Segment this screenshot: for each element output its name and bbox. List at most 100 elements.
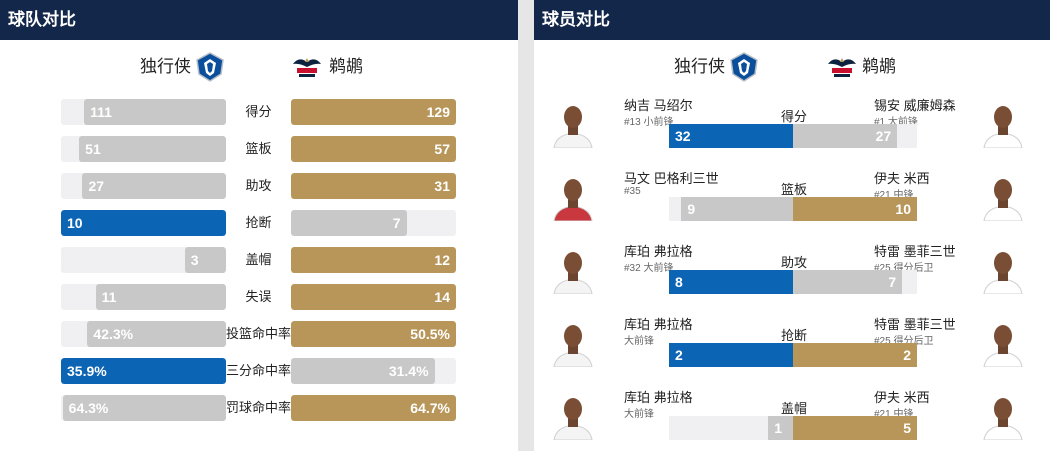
left-stat-fill: 10: [61, 210, 226, 236]
right-team-name: 鹈鹕: [329, 57, 363, 76]
right-player-stat-value: 7: [888, 274, 897, 290]
right-stat-bar: 14: [291, 284, 456, 310]
left-player-stat-value: 2: [675, 347, 683, 363]
stat-label: 抢断: [780, 328, 807, 343]
right-player-avatar: [983, 325, 1023, 367]
left-stat-fill: 27: [82, 173, 226, 199]
stat-label: 助攻: [245, 178, 272, 193]
stat-label: 三分命中率: [226, 363, 292, 378]
left-player-stat-value: 1: [774, 420, 782, 436]
left-stat-value: 3: [190, 252, 199, 268]
right-stat-bar: 50.5%: [291, 321, 456, 347]
left-player-position: 大前锋: [624, 409, 654, 420]
left-player-stat-fill: 8: [669, 270, 793, 294]
left-player-name: 库珀 弗拉格: [624, 317, 693, 332]
left-stat-fill: 64.3%: [62, 395, 226, 421]
left-stat-bar: 111: [61, 99, 226, 125]
right-stat-value: 14: [434, 289, 450, 305]
stat-row: 27 31 助攻: [0, 173, 518, 199]
stat-row: 64.3% 64.7% 罚球命中率: [0, 395, 518, 421]
left-player-stat-value: 8: [675, 274, 683, 290]
left-stat-bar: 35.9%: [61, 358, 226, 384]
left-stat-fill: 3: [184, 247, 226, 273]
right-player-stat-value: 5: [903, 420, 911, 436]
left-stat-bar: 42.3%: [61, 321, 226, 347]
right-player-name: 特雷 墨菲三世: [874, 244, 956, 259]
right-player-avatar: [983, 179, 1023, 221]
right-player-stat-bar: 10: [793, 197, 917, 221]
right-stat-bar: 57: [291, 136, 456, 162]
right-stat-fill: 129: [291, 99, 456, 125]
right-player-stat-bar: 27: [793, 124, 917, 148]
right-stat-fill: 31.4%: [291, 358, 435, 384]
left-player-name: 库珀 弗拉格: [624, 244, 693, 259]
left-player-avatar: [553, 252, 593, 294]
right-player-stat-value: 27: [875, 128, 892, 144]
left-stat-value: 27: [88, 178, 105, 194]
left-player-position: 大前锋: [624, 336, 654, 347]
right-player-stat-fill: 5: [793, 416, 917, 440]
left-player-avatar: [553, 398, 593, 440]
left-stat-fill: 42.3%: [87, 321, 226, 347]
left-stat-value: 51: [85, 141, 101, 157]
team-compare-title: 球队对比: [0, 0, 518, 40]
right-player-position: #21 中锋: [874, 409, 914, 420]
left-stat-value: 42.3%: [93, 326, 134, 342]
stat-label: 助攻: [780, 255, 807, 270]
right-stat-value: 57: [434, 141, 450, 157]
right-stat-bar: 12: [291, 247, 456, 273]
left-player-stat-value: 9: [687, 201, 696, 217]
left-stat-value: 64.3%: [68, 400, 109, 416]
player-row: 纳吉 马绍尔 #13 小前锋 锡安 威廉姆森 #1 大前锋 得分 32 27: [534, 98, 1050, 160]
left-player-stat-fill: 2: [669, 343, 793, 367]
player-compare-title: 球员对比: [534, 0, 1050, 40]
stat-label: 失误: [245, 289, 272, 304]
right-player-avatar: [983, 252, 1023, 294]
left-player-stat-bar: 8: [669, 270, 793, 294]
right-stat-bar: 129: [291, 99, 456, 125]
right-player-position: #25 得分后卫: [874, 263, 934, 274]
left-player-stat-fill: 1: [768, 416, 793, 440]
left-stat-bar: 64.3%: [61, 395, 226, 421]
left-team-name: 独行侠: [674, 57, 725, 76]
stat-label: 抢断: [245, 215, 272, 230]
right-stat-value: 31: [434, 178, 450, 194]
stat-row: 10 7 抢断: [0, 210, 518, 236]
right-player-name: 伊夫 米西: [874, 171, 930, 186]
right-stat-fill: 57: [291, 136, 456, 162]
right-stat-value: 50.5%: [410, 326, 450, 342]
pelicans-logo-icon: [293, 58, 321, 77]
stat-label: 投篮命中率: [226, 326, 292, 341]
left-player-avatar: [553, 179, 593, 221]
left-player-stat-value: 32: [675, 128, 691, 144]
left-stat-fill: 51: [79, 136, 226, 162]
stat-row: 11 14 失误: [0, 284, 518, 310]
stat-row: 51 57 篮板: [0, 136, 518, 162]
right-stat-bar: 31: [291, 173, 456, 199]
left-stat-value: 111: [90, 104, 112, 120]
right-stat-fill: 64.7%: [291, 395, 456, 421]
stat-row: 42.3% 50.5% 投篮命中率: [0, 321, 518, 347]
right-player-stat-bar: 2: [793, 343, 917, 367]
left-stat-value: 10: [67, 215, 83, 231]
right-player-position: #1 大前锋: [874, 117, 918, 128]
right-stat-value: 31.4%: [388, 363, 429, 379]
right-stat-fill: 7: [291, 210, 407, 236]
right-team-name: 鹈鹕: [862, 57, 896, 76]
right-stat-bar: 31.4%: [291, 358, 456, 384]
right-player-stat-bar: 7: [793, 270, 917, 294]
right-player-stat-fill: 2: [793, 343, 917, 367]
left-stat-fill: 11: [95, 284, 226, 310]
right-stat-fill: 14: [291, 284, 456, 310]
left-player-position: #13 小前锋: [624, 117, 674, 128]
left-player-avatar: [553, 106, 593, 148]
right-player-stat-fill: 7: [793, 270, 903, 294]
team-compare-panel: 球队对比 独行侠 鹈鹕 111 129 得分 51 57 篮板 27 31 助攻 10 7 抢断 3 12…: [0, 0, 518, 451]
player-row: 库珀 弗拉格 大前锋 伊夫 米西 #21 中锋 盖帽 1 5: [534, 390, 1050, 451]
right-stat-fill: 31: [291, 173, 456, 199]
stat-label: 篮板: [780, 182, 807, 197]
right-player-stat-value: 10: [895, 201, 911, 217]
right-player-name: 特雷 墨菲三世: [874, 317, 956, 332]
player-compare-panel: 球员对比 独行侠 鹈鹕 纳吉 马绍尔 #13 小前锋 锡安 威廉姆森 #1 大前锋 得分…: [534, 0, 1050, 451]
right-stat-bar: 64.7%: [291, 395, 456, 421]
